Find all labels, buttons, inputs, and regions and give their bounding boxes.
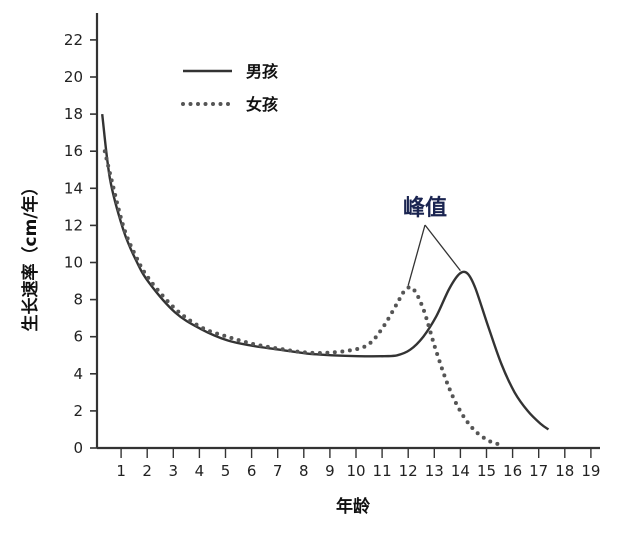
x-tick-label: 5: [221, 462, 231, 480]
x-tick-label: 2: [142, 462, 152, 480]
y-tick-label: 2: [73, 402, 83, 420]
axes: [95, 13, 600, 450]
annotation-pointer-2: [424, 224, 461, 272]
x-axis-title: 年龄: [336, 496, 371, 517]
y-tick-label: 14: [64, 179, 83, 197]
legend-label-girls: 女孩: [246, 95, 278, 114]
y-axis-title: 生长速率（cm/年）: [20, 179, 41, 332]
y-tick-label: 4: [73, 365, 83, 383]
y-tick-label: 16: [64, 142, 83, 160]
series-line-girls: [102, 149, 501, 447]
annotation-pointer-1: [407, 224, 426, 286]
x-tick-label: 17: [529, 462, 548, 480]
x-tick-label: 8: [299, 462, 309, 480]
annotation: 峰值: [403, 195, 461, 286]
x-tick-label: 4: [195, 462, 205, 480]
x-tick-label: 9: [325, 462, 335, 480]
series-layer: [101, 113, 550, 447]
x-tick-label: 1: [116, 462, 126, 480]
x-tick-label: 14: [451, 462, 470, 480]
x-tick-label: 10: [346, 462, 365, 480]
x-tick-label: 19: [581, 462, 600, 480]
x-tick-label: 16: [503, 462, 522, 480]
x-tick-label: 15: [477, 462, 496, 480]
series-line-boys: [101, 113, 550, 431]
y-tick-label: 6: [73, 328, 83, 346]
x-tick-label: 11: [373, 462, 392, 480]
y-tick-label: 8: [73, 291, 83, 309]
y-tick-label: 18: [64, 105, 83, 123]
x-tick-label: 13: [425, 462, 444, 480]
x-tick-label: 12: [399, 462, 418, 480]
annotation-label: 峰值: [403, 195, 447, 221]
x-tick-label: 6: [247, 462, 257, 480]
y-tick-label: 10: [64, 254, 83, 272]
legend-label-boys: 男孩: [246, 62, 278, 81]
y-tick-label: 20: [64, 68, 83, 86]
y-tick-label: 22: [64, 31, 83, 49]
y-tick-label: 0: [73, 439, 83, 457]
x-tick-label: 3: [169, 462, 179, 480]
x-tick-label: 18: [555, 462, 574, 480]
x-tick-label: 7: [273, 462, 283, 480]
y-tick-label: 12: [64, 216, 83, 234]
